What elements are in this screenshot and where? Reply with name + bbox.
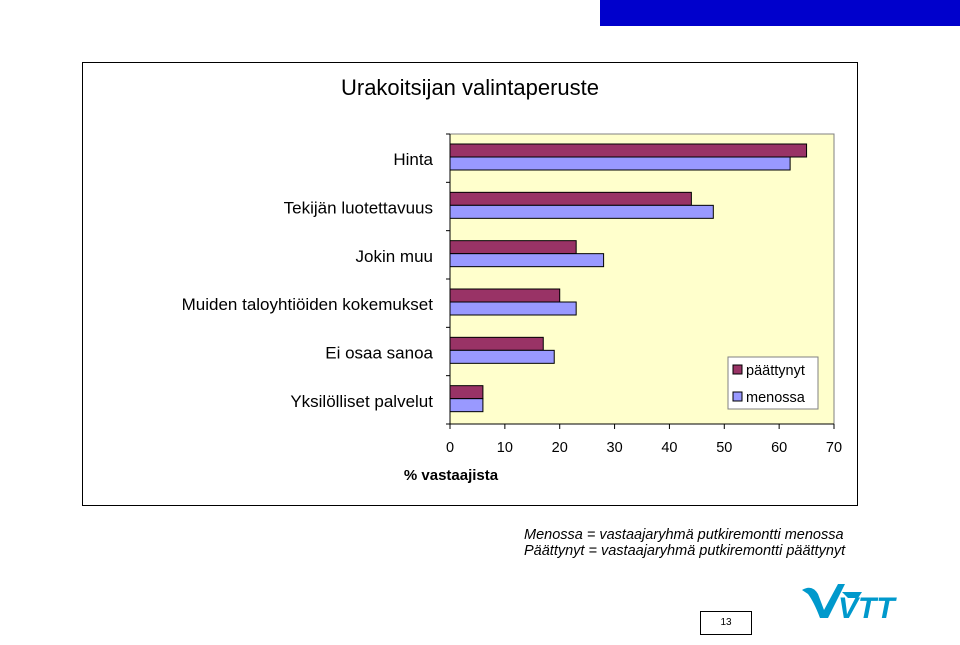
x-tick-label: 70 xyxy=(826,440,842,456)
x-tick-label: 60 xyxy=(771,440,787,456)
bar-paattynyt xyxy=(449,288,561,303)
category-label: Yksilölliset palvelut xyxy=(290,392,433,411)
x-tick-label: 30 xyxy=(607,440,623,456)
bar-menossa xyxy=(449,301,577,316)
bar-paattynyt xyxy=(449,143,808,158)
vtt-logo-icon: VTT xyxy=(802,584,897,622)
legend-box xyxy=(727,356,819,410)
bar-paattynyt xyxy=(449,191,692,206)
note-paattynyt: Päättynyt = vastaajaryhmä putkiremontti … xyxy=(524,543,846,559)
x-tick-label: 20 xyxy=(552,440,568,456)
x-axis-title: % vastaajista xyxy=(403,467,499,484)
chart-title: Urakoitsijan valintaperuste xyxy=(340,75,600,100)
category-label: Hinta xyxy=(393,150,433,169)
legend-swatch xyxy=(732,364,743,375)
category-label: Ei osaa sanoa xyxy=(325,344,433,363)
category-label: Jokin muu xyxy=(356,247,433,266)
top-bar-white-segment xyxy=(0,0,600,26)
bar-paattynyt xyxy=(449,385,484,400)
top-color-bar xyxy=(0,0,960,26)
category-label: Muiden taloyhtiöiden kokemukset xyxy=(182,295,434,314)
bar-menossa xyxy=(449,349,555,364)
x-tick-label: 10 xyxy=(497,440,513,456)
legend-label: menossa xyxy=(746,390,806,406)
x-tick-label: 0 xyxy=(446,440,454,456)
bar-menossa xyxy=(449,398,484,413)
vtt-logo-text: VTT xyxy=(838,592,897,622)
bar-paattynyt xyxy=(449,336,544,351)
bar-menossa xyxy=(449,204,714,219)
page-number: 13 xyxy=(700,611,752,635)
top-bar-blue-segment xyxy=(600,0,960,26)
legend-label: päättynyt xyxy=(746,363,805,379)
category-label: Tekijän luotettavuus xyxy=(284,199,433,218)
x-tick-label: 50 xyxy=(716,440,732,456)
bar-menossa xyxy=(449,156,791,171)
bar-menossa xyxy=(449,253,605,268)
legend-swatch xyxy=(732,391,743,402)
x-tick-label: 40 xyxy=(661,440,677,456)
note-menossa: Menossa = vastaajaryhmä putkiremontti me… xyxy=(524,527,844,543)
notes-block: Menossa = vastaajaryhmä putkiremontti me… xyxy=(524,527,845,559)
bar-paattynyt xyxy=(449,240,577,255)
